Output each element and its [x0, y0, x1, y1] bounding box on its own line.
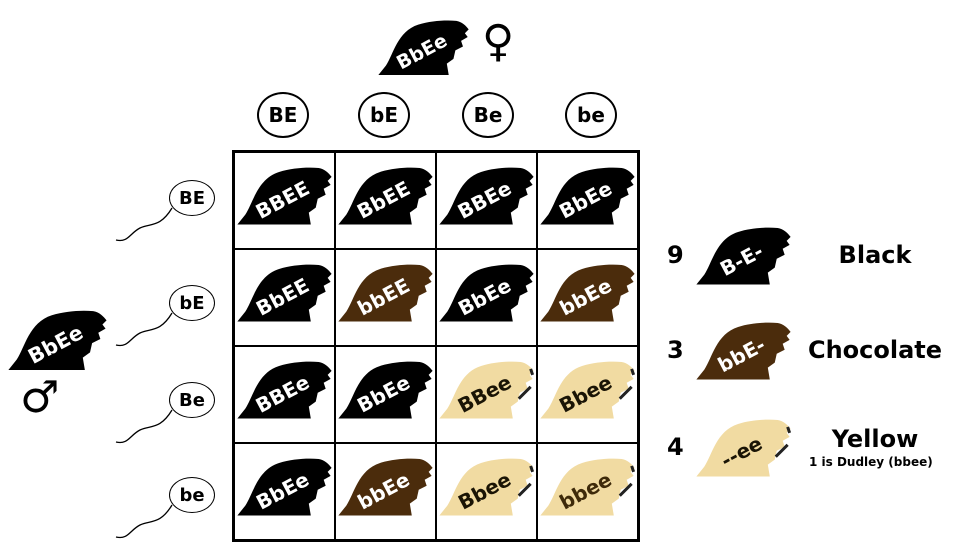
legend-label: Chocolate: [807, 336, 943, 364]
offspring-dog-yellow: Bbee: [439, 456, 535, 516]
offspring-dog-yellow: BBee: [439, 359, 535, 419]
sperm-allele-be: be: [169, 477, 215, 513]
sperm-tail: [115, 504, 173, 539]
offspring-cell: Bbee: [537, 346, 638, 443]
offspring-cell: BbEe: [436, 249, 537, 346]
legend-dog-chocolate: bbE-: [696, 320, 792, 380]
dog-head-silhouette: [696, 322, 791, 380]
egg-allele-be: be: [565, 92, 617, 138]
dog-head-silhouette: [540, 264, 635, 322]
offspring-dog-chocolate: bbEe: [338, 456, 434, 516]
egg-allele-BE: BE: [257, 92, 309, 138]
dog-head-silhouette: [696, 419, 791, 477]
offspring-cell: bbee: [537, 443, 638, 540]
offspring-cell: BbEe: [335, 346, 436, 443]
offspring-dog-black: BBEe: [439, 165, 535, 225]
dog-head-silhouette: [540, 458, 635, 516]
offspring-dog-black: BBEE: [237, 165, 333, 225]
dog-head-silhouette: [237, 167, 332, 225]
dog-head-silhouette: [338, 458, 433, 516]
dog-head-silhouette: [338, 167, 433, 225]
dog-head-silhouette: [8, 310, 107, 370]
offspring-dog-black: BbEe: [439, 262, 535, 322]
offspring-cell: BbEE: [234, 249, 335, 346]
offspring-dog-black: BbEe: [338, 359, 434, 419]
dog-head-silhouette: [378, 20, 469, 76]
offspring-dog-black: BbEe: [540, 165, 636, 225]
sperm-tail: [115, 207, 173, 242]
offspring-cell: BBEe: [234, 346, 335, 443]
legend-label: Black: [838, 241, 912, 269]
male-parent-dog: BbEe: [8, 308, 108, 370]
offspring-dog-chocolate: bbEe: [540, 262, 636, 322]
sperm-tail: [115, 312, 173, 347]
offspring-cell: BbEe: [234, 443, 335, 540]
egg-allele-Be: Be: [462, 92, 514, 138]
offspring-cell: bbEe: [537, 249, 638, 346]
legend-count: 9: [667, 241, 684, 269]
legend-dog-black: B-E-: [696, 225, 792, 285]
dog-head-silhouette: [237, 264, 332, 322]
offspring-cell: BBEe: [436, 152, 537, 249]
dog-head-silhouette: [338, 264, 433, 322]
dog-head-silhouette: [237, 458, 332, 516]
legend-dog-yellow: --ee: [696, 417, 792, 477]
offspring-cell: BBee: [436, 346, 537, 443]
dog-head-silhouette: [439, 458, 534, 516]
legend-note: 1 is Dudley (bbee): [809, 455, 933, 469]
legend-count: 3: [667, 336, 684, 364]
offspring-cell: BbEE: [335, 152, 436, 249]
male-symbol: ♂: [20, 372, 60, 423]
offspring-dog-black: BbEE: [237, 262, 333, 322]
offspring-cell: Bbee: [436, 443, 537, 540]
offspring-dog-black: BbEE: [338, 165, 434, 225]
legend-label: Yellow: [831, 425, 919, 453]
dog-head-silhouette: [439, 264, 534, 322]
legend-count: 4: [667, 433, 684, 461]
offspring-cell: BbEe: [537, 152, 638, 249]
dog-head-silhouette: [540, 167, 635, 225]
offspring-cell: bbEE: [335, 249, 436, 346]
offspring-cell: bbEe: [335, 443, 436, 540]
dog-head-silhouette: [540, 361, 635, 419]
offspring-dog-yellow: Bbee: [540, 359, 636, 419]
dog-head-silhouette: [439, 167, 534, 225]
sperm-allele-bE: bE: [169, 285, 215, 321]
dog-head-silhouette: [439, 361, 534, 419]
offspring-dog-yellow: bbee: [540, 456, 636, 516]
offspring-cell: BBEE: [234, 152, 335, 249]
offspring-dog-black: BbEe: [237, 456, 333, 516]
sperm-allele-BE: BE: [169, 180, 215, 216]
female-parent-dog: BbEe: [378, 18, 470, 76]
offspring-dog-black: BBEe: [237, 359, 333, 419]
sperm-tail: [115, 409, 173, 444]
egg-allele-bE: bE: [358, 92, 410, 138]
sperm-allele-Be: Be: [169, 382, 215, 418]
dog-head-silhouette: [237, 361, 332, 419]
dog-head-silhouette: [696, 227, 791, 285]
offspring-dog-chocolate: bbEE: [338, 262, 434, 322]
punnett-grid: BBEE BbEE BBEe BbEe BbEE bbEE BbEe bbEe BBEe BbEe…: [232, 150, 640, 542]
dog-head-silhouette: [338, 361, 433, 419]
female-symbol: ♀: [482, 16, 515, 67]
